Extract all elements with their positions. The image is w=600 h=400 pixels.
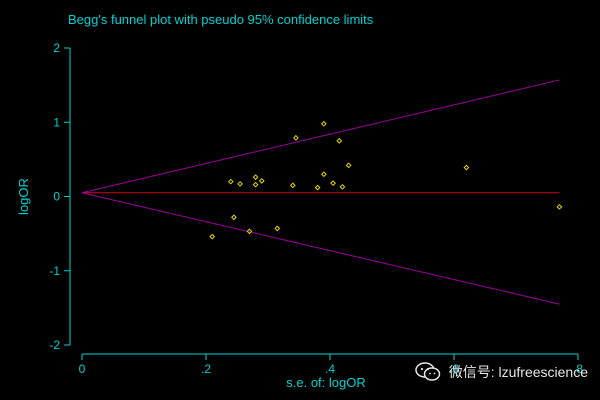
lower-ci-line: [81, 192, 560, 305]
watermark: 微信号: lzufreescience: [414, 362, 588, 382]
y-tick-label: 1: [53, 115, 60, 129]
study-point: [320, 171, 327, 178]
x-tick-label: 0: [79, 362, 86, 376]
x-tick-label: .6: [449, 362, 459, 376]
study-point: [274, 225, 281, 232]
study-point: [345, 162, 352, 169]
study-point: [252, 181, 259, 188]
y-tick-label: -2: [49, 338, 60, 352]
y-tick-label: 0: [53, 190, 60, 204]
study-point: [556, 203, 563, 210]
study-point: [227, 178, 234, 185]
study-point: [463, 164, 470, 171]
study-point: [320, 120, 327, 127]
lines-layer: [81, 79, 560, 305]
axes-layer: [64, 47, 579, 360]
study-point: [292, 134, 299, 141]
chart-title: Begg's funnel plot with pseudo 95% confi…: [68, 12, 374, 27]
study-point: [246, 228, 253, 235]
study-point: [339, 183, 346, 190]
study-point: [289, 182, 296, 189]
wechat-icon: [414, 362, 440, 381]
y-tick-label: -1: [49, 264, 60, 278]
points-layer: [209, 120, 563, 240]
labels-layer: -2 -1 0 1 2 0 .2 .4 .6 .8 s.e. of: logOR logOR: [16, 41, 583, 390]
study-point: [209, 233, 216, 240]
study-point: [314, 184, 321, 191]
watermark-text: 微信号: lzufreescience: [448, 364, 588, 380]
x-tick-label: .4: [325, 362, 335, 376]
upper-ci-line: [81, 79, 560, 194]
x-tick-label: .2: [201, 362, 211, 376]
study-point: [230, 214, 237, 221]
study-point: [237, 180, 244, 187]
study-point: [252, 174, 259, 181]
study-point: [330, 180, 337, 187]
y-tick-label: 2: [53, 41, 60, 55]
y-axis-label: logOR: [16, 178, 31, 215]
x-tick-label: .8: [573, 362, 583, 376]
study-point: [336, 137, 343, 144]
x-axis-label: s.e. of: logOR: [286, 375, 365, 390]
study-point: [258, 178, 265, 184]
